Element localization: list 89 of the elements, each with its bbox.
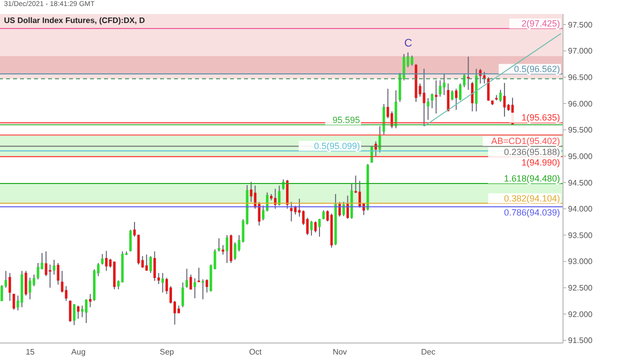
candlestick <box>290 201 293 222</box>
y-tick-label: 96.500 <box>568 73 594 82</box>
candlestick <box>410 55 414 66</box>
ref-line-label: 0.236(95.188) <box>504 147 560 158</box>
candlestick <box>442 74 446 96</box>
candlestick <box>310 220 313 236</box>
candlestick <box>234 242 236 260</box>
y-tick-label: 93.000 <box>568 257 594 266</box>
chart-title: US Dollar Index Futures, (CFD):DX, D <box>4 16 145 25</box>
candlestick <box>198 267 200 282</box>
y-tick-label: 94.000 <box>568 204 594 214</box>
candlestick <box>278 185 281 206</box>
candlestick <box>487 76 490 102</box>
candlestick <box>72 304 76 326</box>
ref-line-label: 0.5(95.099) <box>314 140 360 151</box>
x-tick-label: Aug <box>71 348 86 357</box>
candlestick <box>314 220 317 233</box>
candlestick <box>471 81 474 112</box>
candlestick <box>129 229 132 252</box>
candlestick <box>186 268 188 288</box>
y-tick-label: 97.500 <box>568 20 594 30</box>
candlestick <box>438 80 442 98</box>
candlestick <box>286 179 289 210</box>
candlestick <box>52 259 56 276</box>
x-tick-label: Oct <box>249 348 262 357</box>
candlestick <box>76 305 80 320</box>
x-tick-label: 15 <box>26 348 36 357</box>
y-tick-label: 91.500 <box>568 336 594 346</box>
y-tick-label: 96.000 <box>568 99 594 108</box>
candlestick <box>422 68 426 127</box>
candlestick <box>450 90 454 101</box>
y-tick-label: 93.500 <box>568 230 594 240</box>
candlestick <box>56 262 60 286</box>
candlestick <box>44 250 48 277</box>
ref-line-label: 2(97.425) <box>521 18 560 28</box>
candlestick <box>85 298 88 324</box>
ref-line-label: 0.5(96.562) <box>514 64 560 74</box>
y-tick-label: 92.500 <box>568 284 594 293</box>
candlestick <box>105 250 108 272</box>
candlestick <box>149 256 152 274</box>
candlestick <box>202 278 204 300</box>
annotation: C <box>404 37 412 50</box>
candlestick <box>24 270 28 296</box>
y-tick-label: 95.000 <box>568 152 594 161</box>
candlestick <box>36 262 40 280</box>
candlestick <box>182 282 184 308</box>
candlestick <box>12 294 16 310</box>
candlestick <box>68 300 72 322</box>
x-tick-label: Dec <box>421 348 436 357</box>
candlestick <box>499 89 502 102</box>
y-tick-label: 92.000 <box>568 310 594 319</box>
candlestick <box>28 277 32 300</box>
x-tick-label: Sep <box>160 348 175 357</box>
ref-line-label: AB=CD1(95.402) <box>491 136 560 146</box>
candlestick <box>161 272 164 293</box>
ref-line-label: 95.595 <box>332 114 360 125</box>
candlestick <box>430 92 434 109</box>
candlestick <box>434 80 438 114</box>
ref-line-label: 0.786(94.039) <box>504 208 560 218</box>
candlestick <box>8 272 12 302</box>
candlestick <box>190 274 192 290</box>
ref-line-label: 0.382(94.104) <box>504 193 560 204</box>
candlestick <box>206 278 208 293</box>
candlestick <box>446 82 450 112</box>
candlestick <box>64 286 68 302</box>
y-tick-label: 95.500 <box>568 126 594 135</box>
candlestick <box>503 82 506 118</box>
ref-line-label: 1.618(94.480) <box>504 174 560 184</box>
candlestick <box>426 98 430 120</box>
candlestick <box>48 264 52 288</box>
ref-line-label: 1(95.635) <box>521 112 560 123</box>
candlestick <box>194 278 196 299</box>
candlestick <box>145 254 148 272</box>
candlestick <box>346 195 349 220</box>
candlestick <box>153 250 156 282</box>
candlestick <box>222 244 224 256</box>
x-tick-label: Nov <box>332 348 347 357</box>
candlestick <box>454 88 458 110</box>
y-tick-label: 97.000 <box>568 46 594 56</box>
candlestick <box>342 201 345 217</box>
candlestick <box>226 234 228 264</box>
candlestick <box>101 254 104 266</box>
y-tick-label: 94.500 <box>568 178 594 188</box>
candlestick <box>218 238 220 252</box>
ref-line-label: 1(94.990) <box>521 158 560 168</box>
candlestick <box>89 294 92 308</box>
candlestick <box>338 201 341 218</box>
candlestick <box>318 218 321 238</box>
candlestick <box>274 188 277 210</box>
